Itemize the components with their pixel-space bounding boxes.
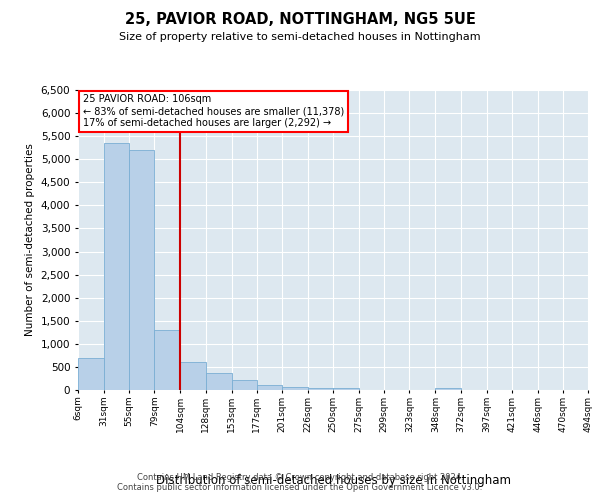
Bar bbox=[308, 388, 333, 390]
Bar bbox=[181, 362, 205, 390]
Text: 25, PAVIOR ROAD, NOTTINGHAM, NG5 5UE: 25, PAVIOR ROAD, NOTTINGHAM, NG5 5UE bbox=[125, 12, 475, 28]
Text: 25 PAVIOR ROAD: 106sqm
← 83% of semi-detached houses are smaller (11,378)
17% of: 25 PAVIOR ROAD: 106sqm ← 83% of semi-det… bbox=[83, 94, 344, 128]
Bar bbox=[232, 380, 257, 390]
Bar bbox=[282, 387, 308, 390]
Bar bbox=[154, 330, 181, 390]
Bar bbox=[205, 373, 232, 390]
Bar bbox=[257, 385, 282, 390]
Bar bbox=[129, 150, 154, 390]
X-axis label: Distribution of semi-detached houses by size in Nottingham: Distribution of semi-detached houses by … bbox=[155, 474, 511, 486]
Text: Contains HM Land Registry data © Crown copyright and database right 2024.
Contai: Contains HM Land Registry data © Crown c… bbox=[118, 473, 482, 492]
Bar bbox=[78, 358, 104, 390]
Bar bbox=[436, 388, 461, 390]
Text: Size of property relative to semi-detached houses in Nottingham: Size of property relative to semi-detach… bbox=[119, 32, 481, 42]
Bar bbox=[104, 143, 129, 390]
Bar bbox=[333, 388, 359, 390]
Y-axis label: Number of semi-detached properties: Number of semi-detached properties bbox=[25, 144, 35, 336]
